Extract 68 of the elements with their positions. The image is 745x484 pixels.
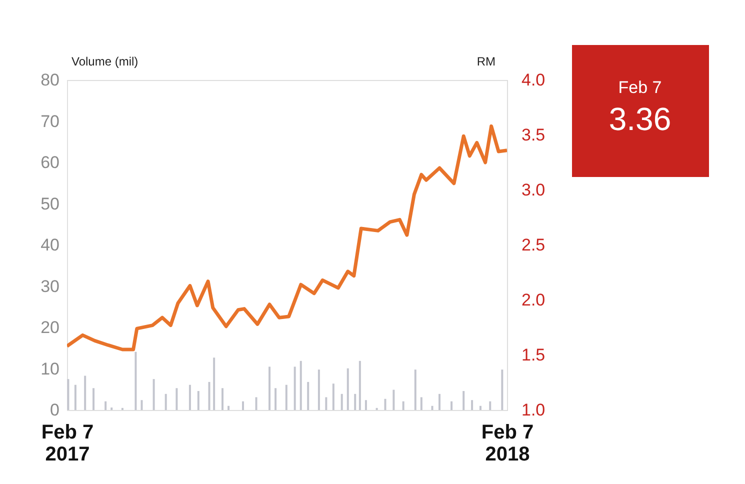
x-tick-label: Feb 7 2018 — [481, 422, 534, 466]
y-tick-label: 40 — [40, 236, 60, 254]
y-tick-label: 0 — [50, 400, 60, 420]
y2-tick-label: 2.5 — [522, 236, 546, 254]
bar — [208, 382, 210, 410]
y-tick-label: 50 — [40, 194, 60, 214]
bar — [164, 394, 167, 410]
bar — [420, 397, 422, 410]
bar — [471, 400, 474, 410]
bar — [222, 388, 224, 410]
bar — [176, 388, 178, 410]
text: 3.36 — [608, 101, 672, 137]
bar — [438, 394, 440, 410]
bar — [268, 366, 271, 410]
bar — [450, 401, 453, 410]
bar — [414, 370, 416, 410]
y-tick-label: 30 — [40, 276, 60, 296]
bar — [325, 397, 328, 410]
bar — [402, 401, 404, 410]
y-tick-label: 70 — [40, 112, 60, 131]
y2-tick-label: 1.0 — [522, 400, 546, 420]
bar — [489, 401, 492, 410]
y2-axis-title: RM — [476, 54, 496, 68]
bar — [213, 358, 216, 410]
bar — [364, 400, 367, 410]
bar — [354, 394, 356, 410]
bar — [300, 360, 302, 410]
bar — [318, 370, 320, 410]
bar — [92, 388, 95, 410]
bar — [84, 376, 86, 410]
bar — [134, 352, 137, 410]
bar — [74, 384, 76, 410]
bar — [152, 379, 155, 410]
bar — [140, 400, 143, 410]
y-tick-label: 80 — [40, 70, 60, 90]
bar — [197, 391, 200, 410]
bar — [67, 379, 70, 410]
bar — [307, 382, 310, 410]
y2-tick-label: 3.0 — [522, 180, 546, 200]
bar — [242, 401, 244, 410]
y-tick-label: 10 — [40, 359, 60, 378]
bar — [340, 394, 343, 410]
bar — [431, 406, 434, 410]
y-tick-label: 60 — [40, 153, 60, 172]
bar — [274, 388, 277, 410]
bar — [462, 391, 465, 410]
bar — [285, 384, 288, 410]
bar — [384, 398, 386, 410]
bar — [294, 366, 296, 410]
bar — [358, 360, 361, 410]
x-tick-label: Feb 7 2017 — [41, 422, 94, 466]
bar — [392, 390, 395, 410]
bar — [188, 384, 191, 410]
y2-tick-label: 1.5 — [522, 346, 546, 364]
bar — [501, 370, 504, 410]
y-axis-title: Volume (mil) — [72, 54, 138, 68]
text: Feb 7 — [618, 78, 662, 97]
line-series — [67, 124, 507, 352]
y2-tick-label: 4.0 — [522, 70, 546, 90]
bar — [346, 368, 349, 410]
y2-tick-label: 2.0 — [522, 290, 546, 310]
bar — [332, 384, 334, 410]
bar — [255, 397, 258, 410]
bar — [104, 401, 107, 410]
bar — [228, 406, 230, 410]
bar — [479, 406, 482, 410]
y-tick-label: 20 — [40, 318, 60, 337]
y2-tick-label: 3.5 — [522, 126, 546, 144]
